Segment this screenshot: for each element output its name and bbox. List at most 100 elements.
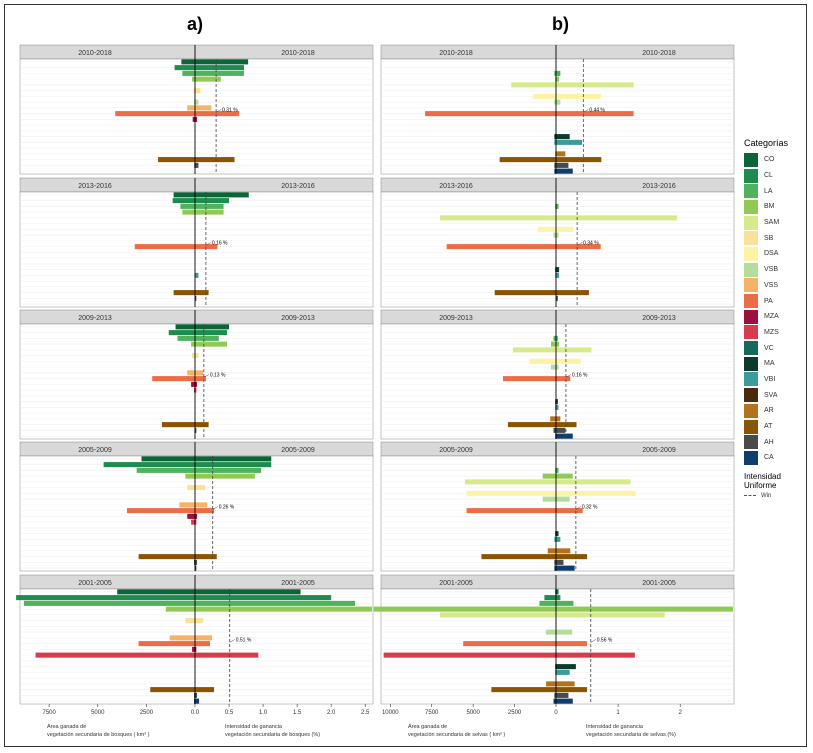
- area-bar-vss: [187, 370, 195, 376]
- left-tick-label: 10000: [382, 710, 399, 716]
- left-tick-label: 5000: [466, 710, 480, 716]
- legend-item-mzs: MZS: [744, 325, 806, 341]
- legend-items: CO CL LA BM SAM SB DSA VSB VSS PA MZA MZS VC MA VBI SVA…: [744, 152, 806, 466]
- intensity-bar-ma: [556, 134, 570, 140]
- legend-label: VC: [764, 344, 774, 352]
- legend-swatch: [744, 152, 758, 167]
- area-bar-sam: [440, 612, 556, 618]
- facet-label-right: 2010-2018: [281, 50, 315, 57]
- intensity-bar-dsa: [556, 358, 581, 364]
- legend-item-co: CO: [744, 152, 806, 168]
- intensity-bar-mzs: [195, 652, 259, 658]
- legend-label: BM: [764, 203, 775, 211]
- legend-swatch: [744, 325, 758, 340]
- area-bar-cl: [544, 595, 556, 601]
- intensity-bar-sb: [195, 353, 199, 359]
- area-bar-dsa: [537, 226, 556, 232]
- intensity-bar-vsb: [556, 99, 561, 105]
- intensity-bar-ca: [556, 168, 573, 174]
- area-bar-pa: [126, 508, 195, 514]
- area-bar-at: [150, 687, 195, 693]
- facet-label-left: 2005-2009: [439, 447, 473, 454]
- intensity-bar-vss: [195, 105, 212, 111]
- facet-label-left: 2005-2009: [78, 447, 112, 454]
- facet-panel: [19, 58, 374, 175]
- area-bar-sb: [192, 353, 195, 359]
- intensity-legend: Intensidad Uniforme Win: [744, 472, 806, 499]
- area-bar-la: [23, 600, 196, 606]
- intensity-bar-pa: [195, 508, 215, 514]
- legend-item-vbi: VBI: [744, 372, 806, 388]
- facet-label-left: 2009-2013: [78, 315, 112, 322]
- area-bar-sam: [464, 479, 556, 485]
- legend-item-sb: SB: [744, 230, 806, 246]
- area-bar-mzs: [191, 519, 195, 525]
- legend-swatch: [744, 450, 758, 465]
- facet-panel: [380, 323, 735, 440]
- area-bar-la: [539, 600, 556, 606]
- area-bar-pa: [152, 376, 195, 382]
- intensity-bar-mza: [195, 116, 198, 122]
- intensity-bar-la: [195, 335, 219, 341]
- left-tick-label: 7500: [425, 710, 439, 716]
- area-bar-mza: [192, 116, 195, 122]
- facet-label-left: 2009-2013: [439, 315, 473, 322]
- area-bar-cl: [168, 330, 195, 336]
- area-bar-vsb: [553, 232, 556, 238]
- intensity-bar-la: [195, 70, 245, 76]
- intensity-bar-at: [195, 290, 209, 296]
- intensity-bar-ah: [556, 559, 564, 565]
- area-bar-ca: [194, 698, 195, 704]
- win-label-leader: [565, 374, 572, 378]
- legend-swatch: [744, 341, 758, 356]
- area-bar-pa: [446, 244, 556, 250]
- area-bar-ah: [553, 427, 556, 433]
- legend-label: SAM: [764, 219, 780, 227]
- legend-item-dsa: DSA: [744, 246, 806, 262]
- intensity-bar-co: [195, 59, 249, 65]
- area-bar-cl: [172, 198, 195, 204]
- legend-label: SVA: [764, 391, 778, 399]
- intensity-bar-ah: [195, 559, 198, 565]
- intensity-bar-vbi: [556, 669, 570, 675]
- intensity-bar-ca: [556, 565, 575, 571]
- intensity-bar-bm: [556, 76, 560, 82]
- area-bar-ca: [554, 168, 556, 174]
- area-bar-pa: [425, 111, 556, 117]
- intensity-bar-sam: [556, 82, 634, 88]
- area-bar-pa: [502, 376, 556, 382]
- intensity-bar-dsa: [556, 226, 574, 232]
- win-label-leader: [583, 109, 589, 113]
- intensity-bar-co: [556, 589, 559, 595]
- facet-panel: [19, 323, 374, 440]
- intensity-bar-bm: [195, 209, 224, 215]
- dashed-line-swatch: [744, 495, 756, 497]
- legend-label: MZA: [764, 313, 779, 321]
- legend-swatch: [744, 403, 758, 418]
- win-label-leader: [215, 109, 222, 113]
- intensity-bar-bm: [556, 606, 733, 612]
- win-label-leader: [590, 639, 596, 643]
- intensity-bar-ah: [556, 692, 569, 698]
- win-value-label: 0.34 %: [583, 240, 599, 246]
- area-bar-vbi: [554, 139, 556, 145]
- area-bar-bm: [192, 76, 195, 82]
- win-value-label: 0.16 %: [212, 240, 228, 246]
- win-label-leader: [575, 506, 582, 510]
- area-bar-bm: [551, 341, 556, 347]
- intensity-bar-sb: [195, 618, 204, 624]
- left-tick-label: 5000: [91, 710, 105, 716]
- legend-label: CA: [764, 454, 774, 462]
- intensity-bar-ah: [195, 427, 197, 433]
- intensity-bar-vbi: [195, 272, 199, 278]
- area-bar-mza: [187, 513, 195, 519]
- area-bar-ah: [554, 559, 556, 565]
- win-label-leader: [229, 639, 235, 643]
- area-bar-vss: [187, 105, 195, 111]
- area-bar-dsa: [529, 358, 556, 364]
- intensity-bar-la: [556, 600, 574, 606]
- facet-strip: [19, 309, 374, 325]
- area-bar-ah: [194, 692, 195, 698]
- right-tick-label: 1.0: [259, 710, 268, 716]
- win-value-label: 0.44 %: [589, 107, 605, 113]
